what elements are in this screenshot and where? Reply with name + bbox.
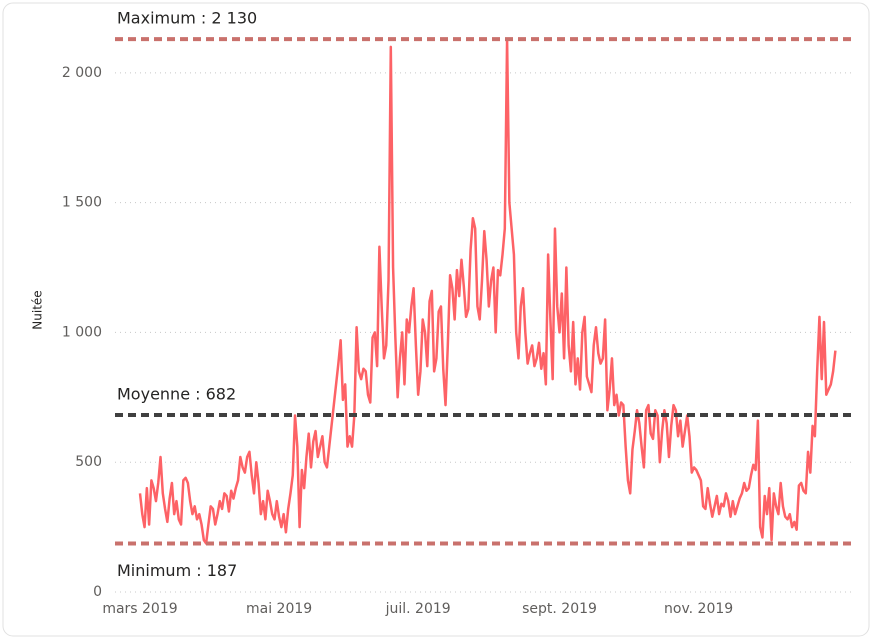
y-tick-label: 500 — [75, 454, 102, 470]
reference-label: Minimum : 187 — [117, 561, 237, 580]
x-tick-label: mars 2019 — [102, 601, 177, 617]
x-tick-label: sept. 2019 — [522, 601, 597, 617]
x-tick-label: mai 2019 — [246, 601, 312, 617]
reference-label: Maximum : 2 130 — [117, 9, 257, 28]
reference-label: Moyenne : 682 — [117, 384, 236, 403]
x-tick-label: juil. 2019 — [385, 601, 451, 617]
y-axis-label: Nuitée — [31, 290, 45, 329]
x-tick-label: nov. 2019 — [664, 601, 733, 617]
y-tick-label: 1 000 — [62, 324, 102, 340]
y-tick-label: 2 000 — [62, 65, 102, 81]
y-tick-label: 0 — [93, 584, 102, 600]
y-tick-label: 1 500 — [62, 195, 102, 211]
data-line — [138, 37, 837, 545]
